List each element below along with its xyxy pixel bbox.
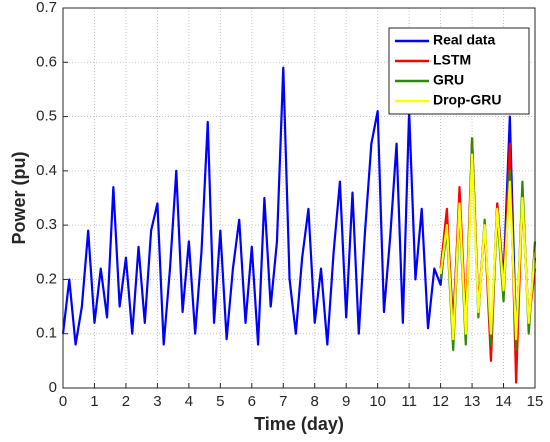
- y-tick-label: 0.1: [36, 325, 57, 342]
- x-tick-label: 11: [401, 393, 417, 410]
- y-tick-label: 0: [49, 379, 57, 396]
- x-tick-label: 2: [122, 393, 130, 410]
- axes-box: [62, 7, 536, 389]
- x-tick-label: 12: [432, 393, 449, 410]
- x-tick-label: 13: [464, 393, 481, 410]
- x-axis-label: Time (day): [254, 414, 344, 434]
- x-tick-label: 4: [185, 393, 193, 410]
- y-axis-label: Power (pu): [9, 151, 29, 244]
- y-tick-label: 0.7: [36, 0, 57, 16]
- x-tick-label: 14: [495, 393, 512, 410]
- x-tick-label: 8: [311, 393, 319, 410]
- x-tick-label: 9: [342, 393, 350, 410]
- x-tick-label: 3: [153, 393, 161, 410]
- data-line: [439, 153, 537, 341]
- x-tick-label: 5: [216, 393, 224, 410]
- legend-box: [388, 27, 530, 115]
- y-tick-label: 0.6: [36, 53, 57, 70]
- x-tick-label: 10: [369, 393, 386, 410]
- y-tick-label: 0.5: [36, 108, 57, 125]
- y-tick-label: 0.4: [36, 162, 57, 179]
- y-tick-label: 0.3: [36, 216, 57, 233]
- legend-label: GRU: [433, 72, 464, 88]
- x-tick-label: 7: [279, 393, 287, 410]
- x-tick-label: 0: [59, 393, 67, 410]
- legend-label: Real data: [433, 32, 495, 48]
- x-tick-label: 15: [527, 393, 544, 410]
- y-tick-label: 0.2: [36, 270, 57, 287]
- x-tick-label: 1: [90, 393, 98, 410]
- legend-label: LSTM: [433, 52, 471, 68]
- legend-label: Drop-GRU: [433, 92, 501, 108]
- x-tick-label: 6: [248, 393, 256, 410]
